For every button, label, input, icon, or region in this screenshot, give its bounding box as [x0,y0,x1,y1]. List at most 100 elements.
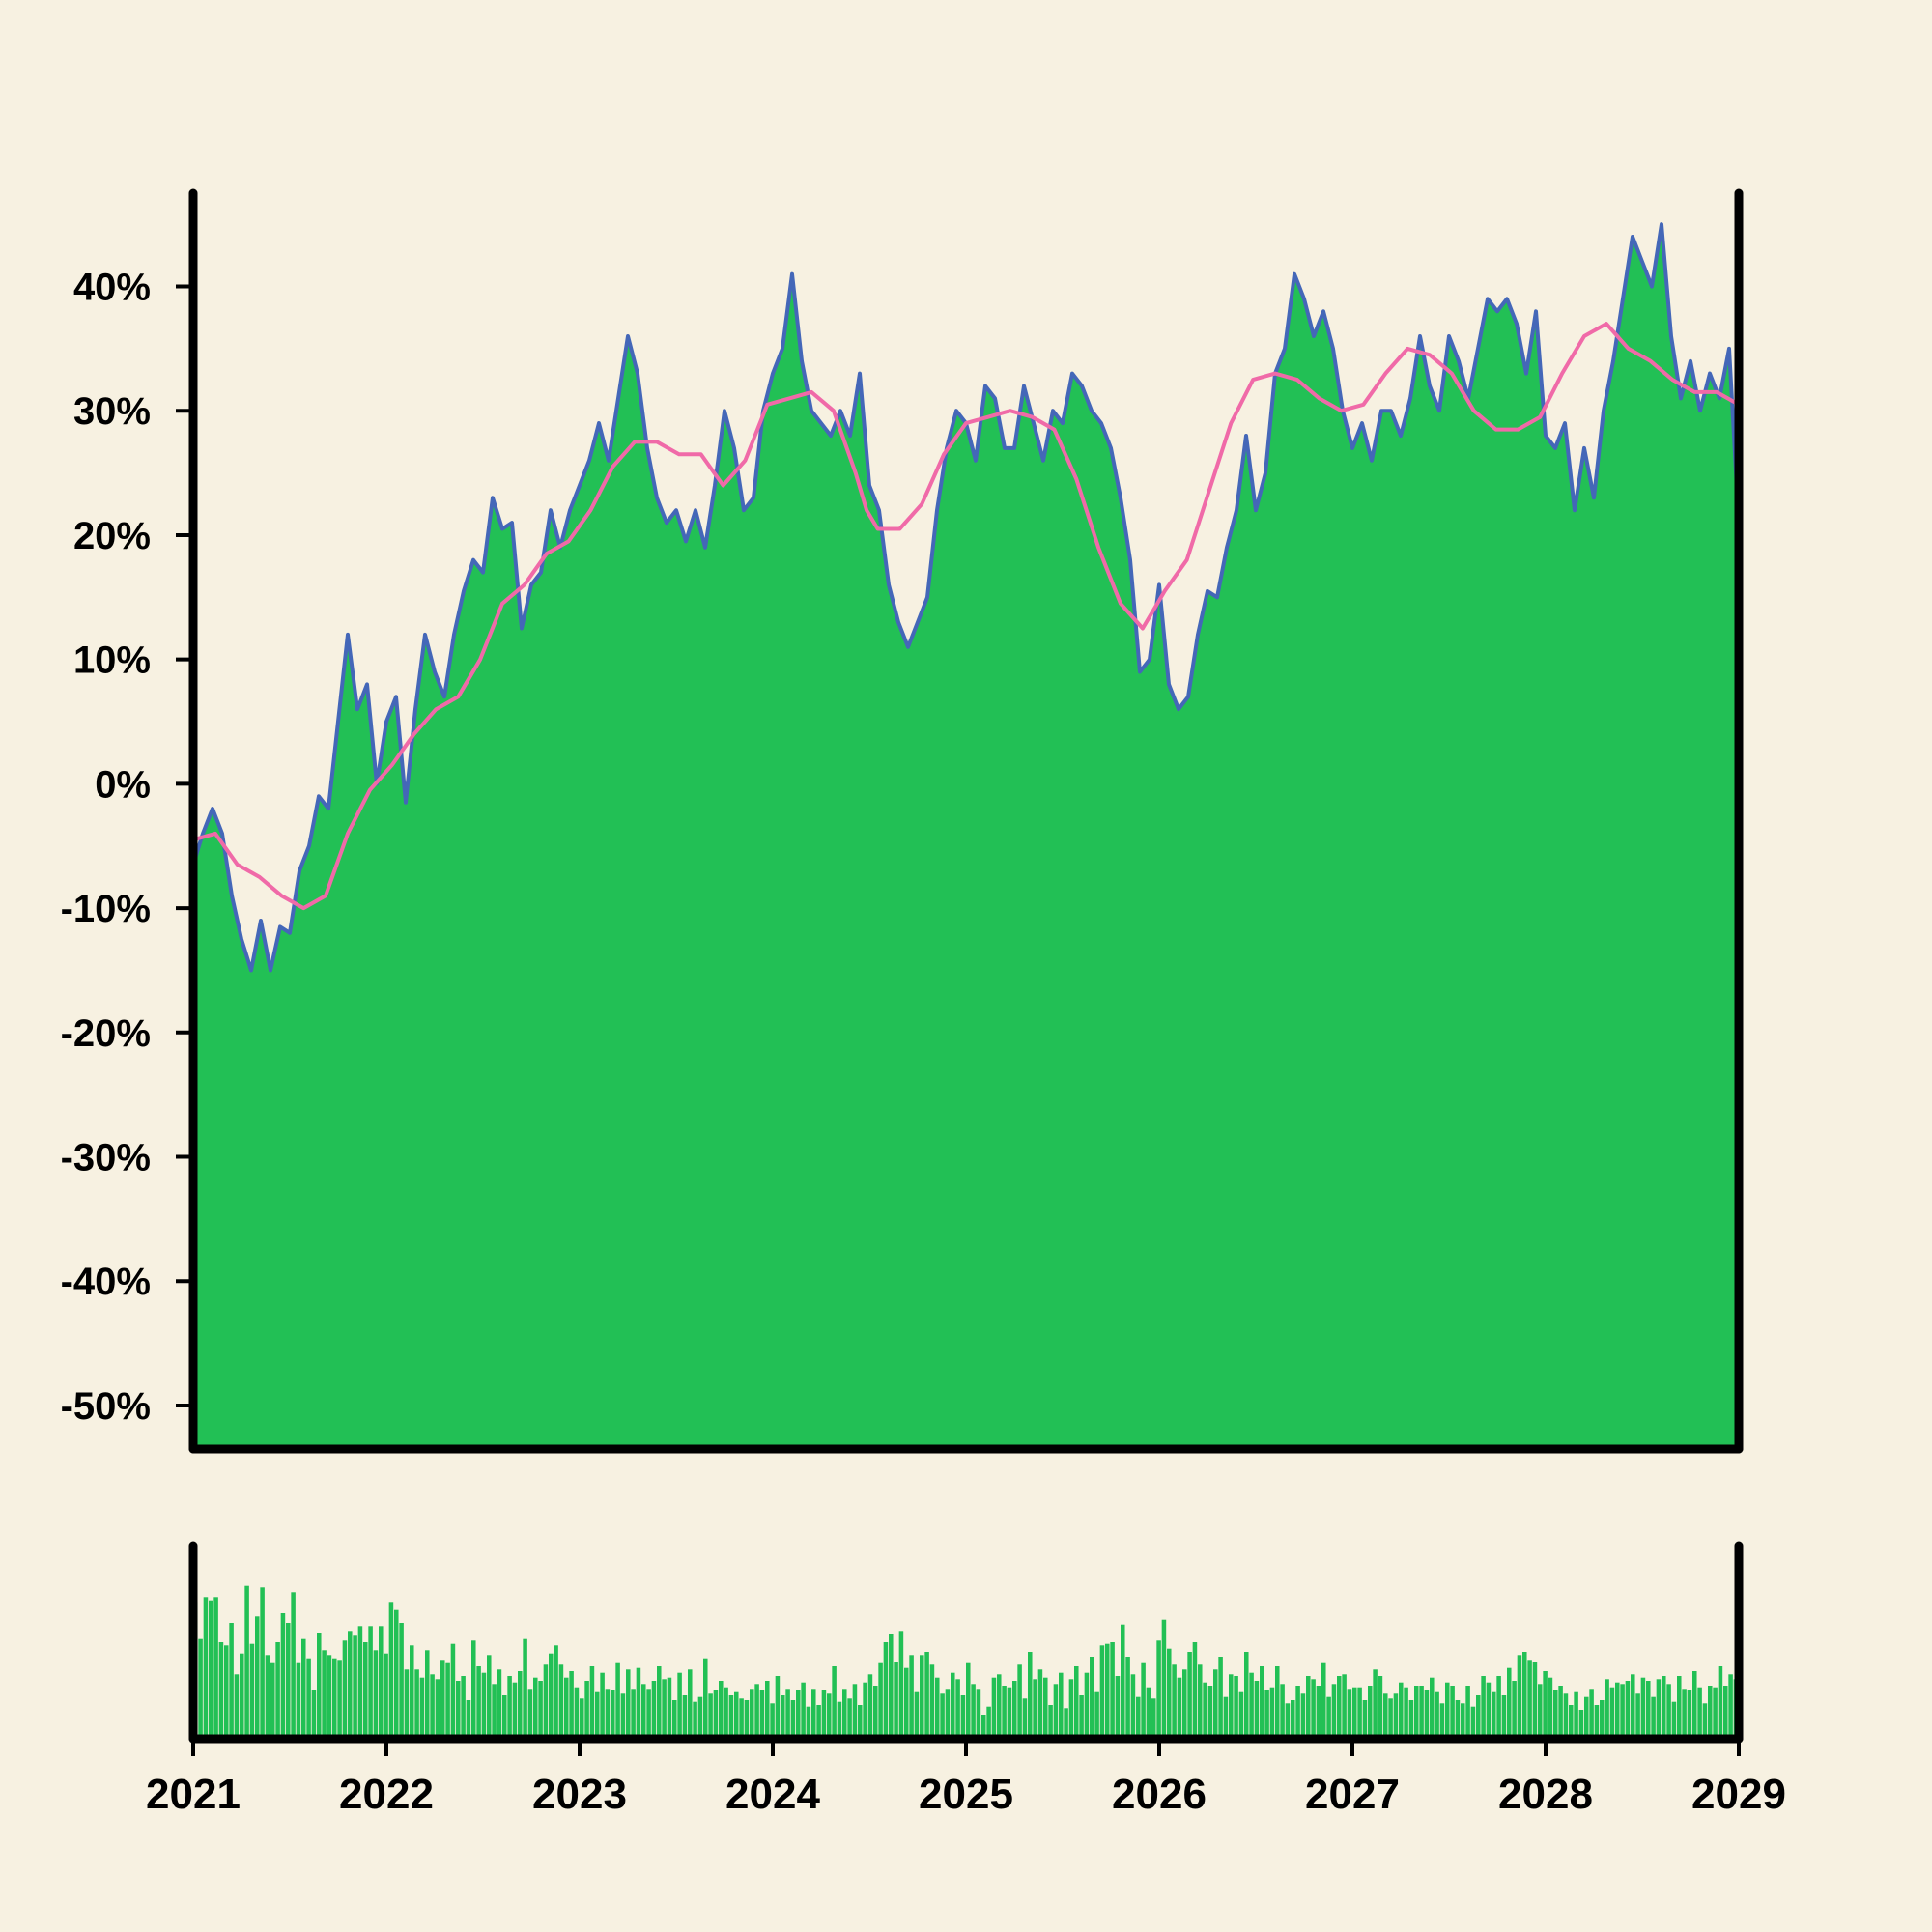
volume-bar [1064,1708,1068,1739]
volume-bar [564,1677,569,1739]
volume-bar [384,1653,388,1739]
volume-bar [1662,1676,1666,1739]
volume-bar [1151,1698,1156,1739]
volume-bar [883,1642,889,1739]
volume-bar [1419,1686,1424,1739]
y-tick-label: -50% [61,1385,151,1428]
volume-bar [1028,1652,1033,1739]
volume-bar [456,1681,461,1739]
volume-bar [1584,1696,1589,1739]
volume-bar [1553,1690,1558,1739]
volume-bar [1600,1700,1605,1739]
volume-bar [497,1669,502,1739]
volume-bar [419,1677,425,1739]
volume-bar [894,1662,898,1739]
volume-bar [852,1684,858,1739]
volume-bar [1640,1677,1646,1739]
volume-bar [971,1684,976,1739]
volume-bar [1306,1676,1311,1739]
volume-bar [1125,1657,1130,1739]
volume-bar [1486,1682,1492,1739]
volume-bar [1084,1672,1090,1739]
volume-bar [1507,1667,1512,1739]
volume-bar [1470,1706,1476,1739]
volume-bar [1609,1687,1615,1739]
volume-bar [796,1690,801,1739]
x-tick-label: 2022 [339,1771,434,1818]
volume-bar [410,1645,414,1739]
volume-bar [558,1664,564,1739]
volume-bar [311,1690,317,1739]
volume-bar [1213,1669,1218,1739]
volume-bar [1574,1691,1578,1739]
volume-bar [1481,1676,1486,1739]
volume-bar [858,1705,863,1739]
volume-bar [275,1642,280,1739]
volume-bar [1249,1672,1254,1739]
volume-bar [1651,1696,1656,1739]
volume-bar [1110,1642,1115,1739]
volume-bar [682,1695,688,1739]
volume-bar [332,1658,337,1739]
volume-bar [1692,1671,1697,1739]
volume-bar [286,1623,291,1739]
volume-bar [440,1660,445,1739]
y-tick-label: 10% [73,639,151,682]
volume-bar [523,1638,527,1739]
volume-bar [765,1681,770,1739]
volume-bar [481,1672,487,1739]
volume-bar [1527,1660,1532,1739]
volume-bar [244,1585,249,1739]
volume-bar [611,1690,615,1739]
volume-bar [1357,1687,1362,1739]
volume-bar [697,1696,703,1739]
volume-bar [739,1698,744,1739]
volume-bar [450,1643,456,1739]
volume-bar [1090,1657,1094,1739]
volume-bar [1728,1674,1733,1739]
volume-bar [1182,1669,1187,1739]
volume-bar [1223,1696,1229,1739]
volume-bar [651,1681,657,1739]
volume-bar [1115,1676,1121,1739]
volume-bar [1687,1690,1692,1739]
volume-bar [605,1689,611,1739]
y-tick-label: -10% [61,888,151,930]
volume-bar [728,1695,734,1739]
volume-bar [1037,1669,1043,1739]
volume-bar [924,1652,929,1739]
volume-bar [754,1684,759,1739]
volume-bar [249,1643,255,1739]
volume-bar [667,1677,672,1739]
volume-bar [929,1664,935,1739]
volume-bar [909,1655,914,1739]
volume-bar [584,1681,589,1739]
volume-bar [1254,1681,1260,1739]
volume-bar [1218,1657,1223,1739]
x-tick-label: 2025 [919,1771,1013,1818]
volume-bar [1105,1643,1110,1739]
volume-bar [404,1669,410,1739]
volume-bar [945,1689,951,1739]
volume-bar [744,1700,750,1739]
volume-bar [1563,1693,1569,1739]
volume-bar [1430,1677,1435,1739]
volume-bar [589,1666,595,1739]
volume-bar [1337,1676,1342,1739]
volume-bar [1141,1662,1146,1739]
volume-bar [554,1645,558,1739]
volume-bar [1285,1703,1291,1739]
volume-bar [1439,1703,1445,1739]
volume-bar [1260,1666,1264,1739]
volume-bar [842,1689,847,1739]
volume-bar [373,1650,379,1739]
volume-bar [213,1597,218,1739]
moving-average-line [192,322,1740,911]
volume-bar [1538,1684,1543,1739]
volume-bar [940,1693,945,1739]
volume-bar [255,1616,260,1739]
volume-bar [1311,1679,1316,1739]
volume-bar [1399,1682,1404,1739]
volume-bar [399,1623,404,1739]
volume-bar [1383,1693,1388,1739]
